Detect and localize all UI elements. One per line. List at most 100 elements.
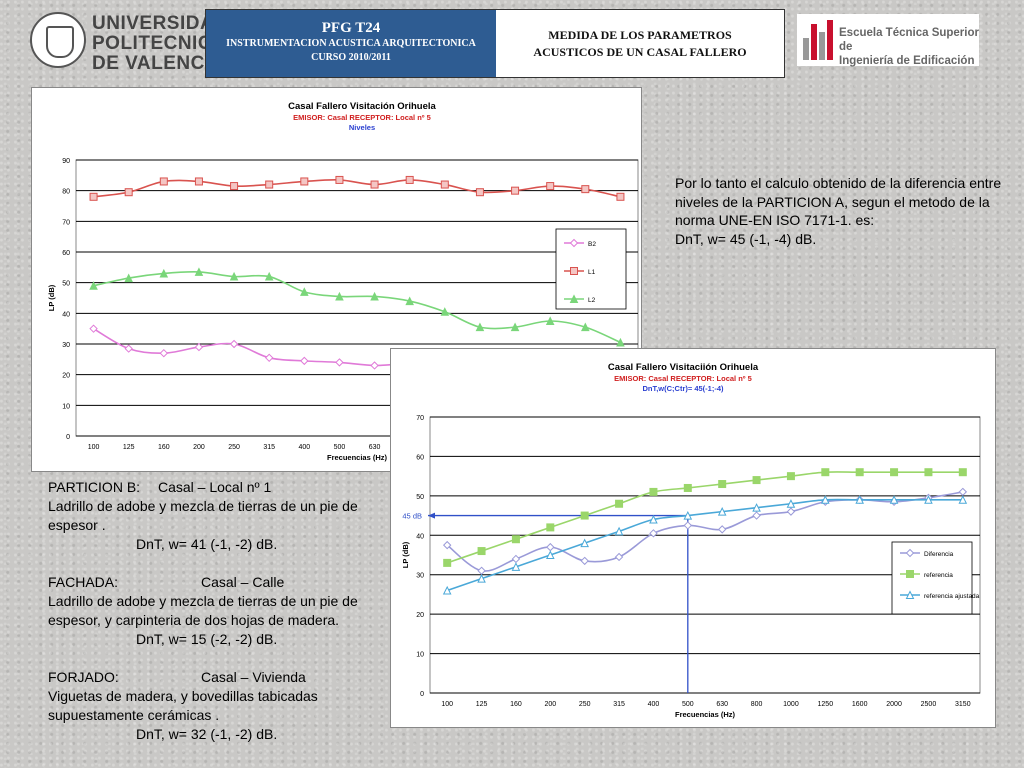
data-point bbox=[546, 550, 555, 559]
chart1-y-tick-label: 40 bbox=[62, 311, 70, 318]
data-point bbox=[614, 552, 624, 562]
chart2-x-tick-label: 200 bbox=[544, 701, 556, 708]
chart2-subtitle2: DnT,w(C;Ctr)= 45(-1;-4) bbox=[642, 384, 724, 393]
chart2-x-tick-label: 630 bbox=[716, 701, 728, 708]
data-point bbox=[683, 510, 693, 520]
legend-label: referencia ajustada bbox=[924, 593, 980, 600]
legend-marker-icon bbox=[569, 238, 579, 248]
series-line bbox=[93, 179, 621, 198]
chart1-series-l2 bbox=[89, 267, 625, 347]
data-point bbox=[229, 339, 239, 349]
partition-b-rooms: Casal – Local nº 1 bbox=[158, 479, 272, 495]
data-point bbox=[370, 180, 379, 189]
chart2-legend: Diferencia referencia referencia ajustada bbox=[891, 541, 980, 615]
chart2-x-tick-label: 2500 bbox=[921, 701, 937, 708]
chart2-x-tick-label: 125 bbox=[476, 701, 488, 708]
data-point bbox=[752, 511, 761, 520]
chart1-y-tick-label: 80 bbox=[62, 189, 70, 196]
data-point bbox=[510, 322, 520, 332]
chart1-x-tick-label: 200 bbox=[193, 444, 205, 451]
data-point bbox=[511, 186, 520, 195]
chart2-y-tick-label: 0 bbox=[420, 691, 424, 698]
chart2-y-tick-label: 60 bbox=[416, 454, 424, 461]
chart1-x-tick-label: 315 bbox=[263, 444, 275, 451]
chart2-x-tick-label: 100 bbox=[441, 701, 453, 708]
header-topic-line2: ACUSTICOS DE UN CASAL FALLERO bbox=[533, 44, 747, 59]
chart1-title: Casal Fallero Visitación Orihuela bbox=[288, 101, 436, 112]
chart1-y-tick-label: 70 bbox=[62, 219, 70, 226]
chart1-subtitle2: Niveles bbox=[349, 123, 375, 132]
chart2-subtitle: EMISOR: Casal RECEPTOR: Local nº 5 bbox=[614, 374, 752, 383]
data-point bbox=[477, 547, 486, 556]
chart1-x-tick-label: 500 bbox=[334, 444, 346, 451]
chart2-x-tick-label: 160 bbox=[510, 701, 522, 708]
chart2-x-tick-label: 1000 bbox=[783, 701, 799, 708]
data-point bbox=[159, 268, 169, 278]
data-point bbox=[229, 271, 239, 281]
data-point bbox=[649, 529, 658, 538]
data-point bbox=[614, 526, 624, 536]
chart2-y-tick-label: 50 bbox=[416, 494, 424, 501]
data-point bbox=[370, 291, 379, 301]
result-text-line: niveles de la PARTICION A, segun el meto… bbox=[675, 193, 990, 210]
result-value: DnT, w= 45 (-1, -4) dB. bbox=[675, 230, 817, 247]
chart2-x-tick-label: 500 bbox=[682, 701, 694, 708]
partitions-description: PARTICION B: Casal – Local nº 1 Ladrillo … bbox=[48, 478, 393, 744]
upv-logo: UNIVERSIDAD POLITECNICA DE VALENCIA bbox=[30, 12, 228, 74]
data-point bbox=[821, 495, 830, 504]
series-line bbox=[446, 491, 963, 572]
chart1-y-tick-label: 20 bbox=[62, 373, 70, 380]
data-point bbox=[405, 296, 414, 306]
chart1-y-tick-label: 30 bbox=[62, 342, 70, 349]
data-point bbox=[511, 535, 520, 544]
header-topic-line1: MEDIDA DE LOS PARAMETROS bbox=[548, 27, 732, 42]
data-point bbox=[440, 307, 450, 316]
data-point bbox=[511, 562, 521, 571]
chart2-y-tick-label: 40 bbox=[416, 533, 424, 540]
data-point bbox=[300, 287, 309, 296]
data-point bbox=[786, 499, 796, 508]
chart2-annotation-label: 45 dB bbox=[402, 512, 422, 521]
data-point bbox=[855, 495, 864, 504]
data-point bbox=[475, 322, 485, 332]
legend-marker-icon bbox=[906, 570, 914, 578]
data-point bbox=[159, 348, 169, 358]
data-point bbox=[717, 507, 727, 516]
header-left-panel: PFG T24 INSTRUMENTACION ACUSTICA ARQUITE… bbox=[206, 10, 496, 77]
etsie-logo: Escuela Técnica Superior de Ingeniería d… bbox=[797, 14, 979, 67]
data-point bbox=[442, 540, 452, 550]
data-point bbox=[616, 192, 625, 201]
chart2-x-axis-title: Frecuencias (Hz) bbox=[675, 710, 736, 719]
data-point bbox=[230, 182, 239, 191]
legend-label: L2 bbox=[588, 297, 596, 304]
data-point bbox=[159, 177, 168, 186]
data-point bbox=[649, 487, 658, 496]
data-point bbox=[924, 495, 933, 504]
chart1-y-tick-label: 60 bbox=[62, 250, 70, 257]
data-point bbox=[890, 468, 899, 477]
data-point bbox=[194, 342, 204, 352]
partition-b-result: DnT, w= 41 (-1, -2) dB. bbox=[136, 536, 278, 552]
header-subtitle: INSTRUMENTACION ACUSTICA ARQUITECTONICA bbox=[226, 38, 476, 49]
chart1-x-tick-label: 100 bbox=[88, 444, 100, 451]
legend-marker-icon bbox=[570, 267, 578, 275]
series-line bbox=[446, 498, 963, 592]
chart1-series-l1 bbox=[89, 175, 625, 201]
data-point bbox=[335, 291, 344, 301]
data-point bbox=[335, 175, 344, 184]
chart1-x-axis-title: Frecuencias (Hz) bbox=[327, 453, 388, 462]
chart2-x-tick-label: 3150 bbox=[955, 701, 971, 708]
partition-b-desc: Ladrillo de adobe y mezcla de tierras de… bbox=[48, 498, 358, 514]
floor-desc: supuestamente cerámicas . bbox=[48, 707, 220, 723]
data-point bbox=[89, 192, 98, 201]
partition-b-label: PARTICION B: bbox=[48, 479, 141, 495]
chart2-series-referencia bbox=[443, 468, 967, 567]
facade-rooms: Casal – Calle bbox=[201, 574, 285, 590]
data-point bbox=[958, 495, 968, 504]
data-point bbox=[683, 483, 692, 492]
chart2-y-tick-label: 20 bbox=[416, 612, 424, 619]
data-point bbox=[442, 585, 452, 595]
upv-seal-icon bbox=[30, 12, 86, 68]
data-point bbox=[124, 344, 133, 353]
chart2-title: Casal Fallero Visitaciión Orihuela bbox=[608, 362, 759, 373]
